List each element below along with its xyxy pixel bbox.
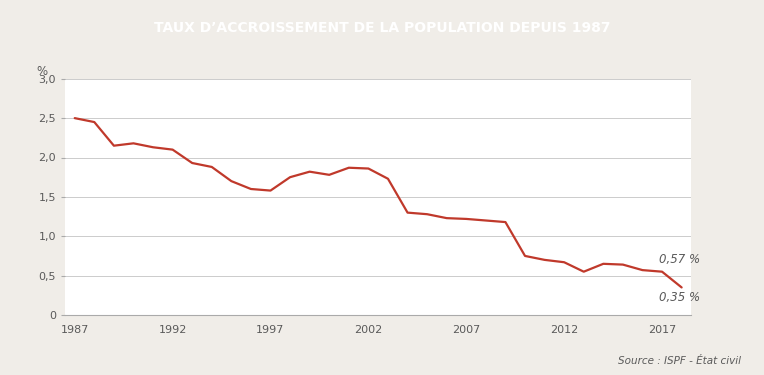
Text: 0,35 %: 0,35 % bbox=[659, 291, 701, 304]
Text: Source : ISPF - État civil: Source : ISPF - État civil bbox=[618, 356, 741, 366]
Text: Graph.1 -: Graph.1 - bbox=[84, 180, 154, 195]
Text: TAUX D’ACCROISSEMENT DE LA POPULATION DEPUIS 1987: TAUX D’ACCROISSEMENT DE LA POPULATION DE… bbox=[154, 21, 610, 35]
Text: %: % bbox=[37, 64, 48, 78]
Text: 0,57 %: 0,57 % bbox=[659, 253, 701, 266]
